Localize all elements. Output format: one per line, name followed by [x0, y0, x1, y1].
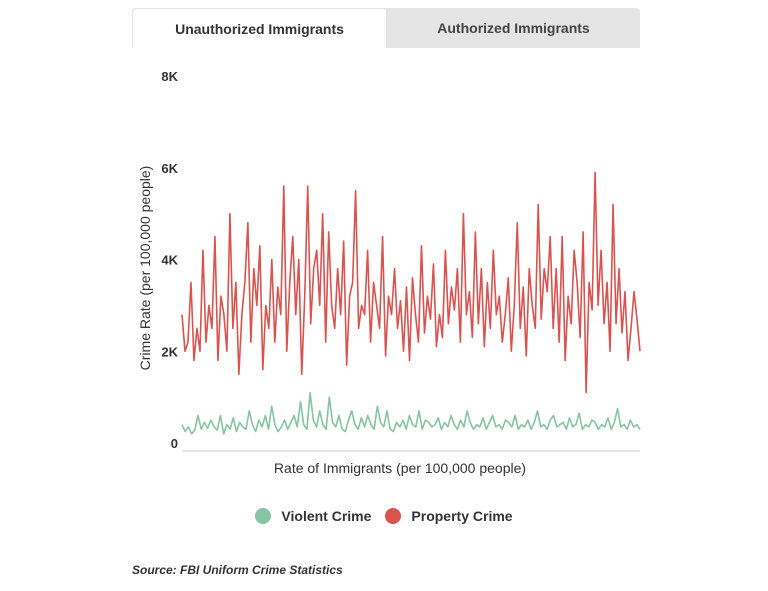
tab-authorized-immigrants[interactable]: Authorized Immigrants [437, 20, 590, 36]
chart-legend: Violent Crime Property Crime [0, 508, 768, 524]
tab-unauthorized-immigrants[interactable]: Unauthorized Immigrants [132, 8, 387, 48]
series-layer [181, 171, 641, 435]
y-tick-label: 8K [161, 69, 178, 84]
crime-rate-chart: 0 2K 4K 6K 8K Rate of Immigrants (per 100,00… [137, 69, 641, 476]
y-tick-label: 0 [171, 436, 178, 451]
source-note: Source: FBI Uniform Crime Statistics [132, 563, 343, 577]
chart-tabs: Unauthorized Immigrants Authorized Immig… [132, 8, 640, 48]
property-crime-swatch [385, 508, 402, 524]
legend-label-violent-crime: Violent Crime [281, 508, 372, 524]
series-line-property-crime [181, 171, 641, 394]
y-tick-label: 6K [161, 161, 178, 176]
violent-crime-swatch [255, 508, 272, 524]
y-tick-label: 4K [161, 253, 178, 268]
y-axis-ticks: 0 2K 4K 6K 8K [161, 69, 178, 451]
legend-item-violent-crime[interactable]: Violent Crime [255, 508, 371, 524]
legend-label-property-crime: Property Crime [411, 508, 513, 524]
y-axis-title: Crime Rate (per 100,000 people) [137, 166, 153, 371]
series-line-violent-crime [181, 391, 641, 435]
y-tick-label: 2K [161, 344, 178, 359]
legend-item-property-crime[interactable]: Property Crime [385, 508, 513, 524]
x-axis-title: Rate of Immigrants (per 100,000 people) [274, 460, 526, 476]
